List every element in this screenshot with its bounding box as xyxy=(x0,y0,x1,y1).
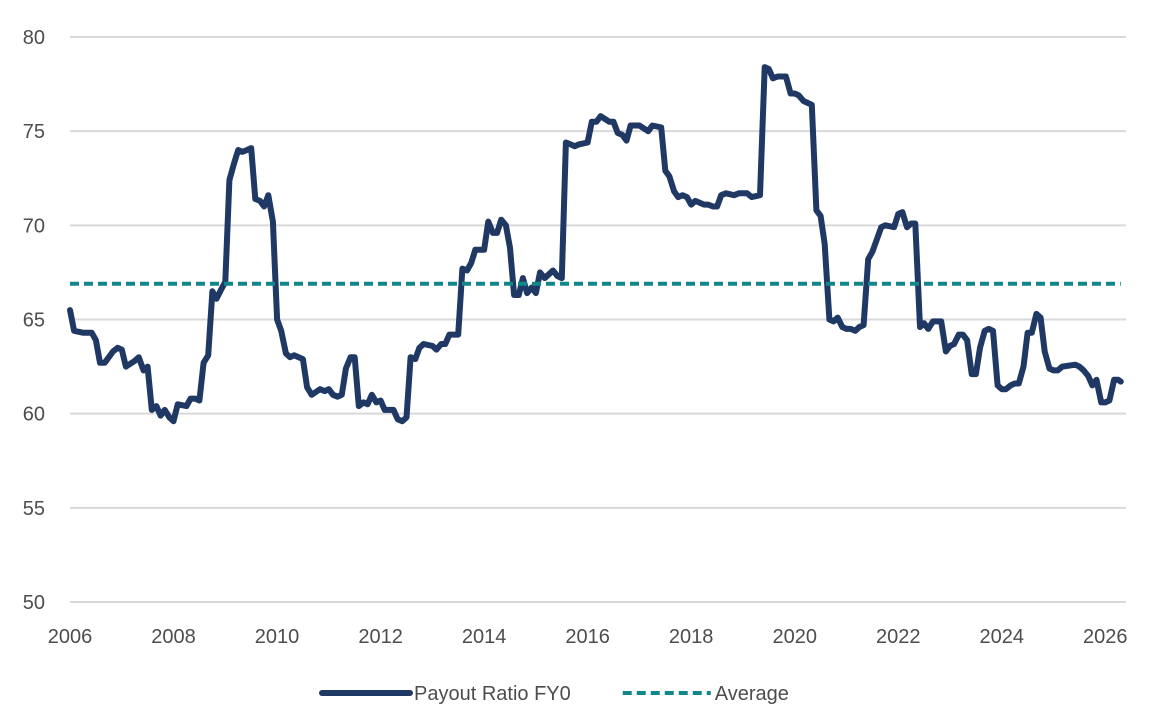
gridlines xyxy=(70,36,1126,603)
x-tick-label: 2016 xyxy=(565,626,610,648)
x-tick-label: 2024 xyxy=(980,626,1025,648)
x-tick-label: 2014 xyxy=(462,626,507,648)
x-tick-label: 2018 xyxy=(669,626,714,648)
x-tick-label: 2020 xyxy=(772,626,817,648)
x-axis: 2006 2008 2010 2012 2014 2016 2018 2020 2022 2024… xyxy=(48,626,1128,648)
y-tick-label: 65 xyxy=(23,310,45,332)
x-tick-label: 2012 xyxy=(358,626,403,648)
legend-item: Payout Ratio FY0 xyxy=(319,683,571,705)
x-tick-label: 2026 xyxy=(1083,626,1128,648)
legend: Payout Ratio FY0 Average xyxy=(319,683,789,705)
x-tick-label: 2006 xyxy=(48,626,93,648)
y-tick-label: 70 xyxy=(23,215,45,237)
series-lines xyxy=(67,64,1124,425)
y-tick-label: 55 xyxy=(23,498,45,520)
x-tick-label: 2008 xyxy=(151,626,196,648)
legend-label: Payout Ratio FY0 xyxy=(414,683,571,705)
y-axis: 50 55 60 65 70 75 80 xyxy=(23,27,45,614)
x-tick-label: 2010 xyxy=(255,626,300,648)
legend-label: Average xyxy=(715,683,789,705)
legend-item: Average xyxy=(622,683,789,705)
y-tick-label: 50 xyxy=(23,592,45,614)
x-tick-label: 2022 xyxy=(876,626,921,648)
series-line-payout-ratio-fy0 xyxy=(67,64,1124,425)
y-tick-label: 60 xyxy=(23,404,45,426)
y-tick-label: 80 xyxy=(23,27,45,49)
y-tick-label: 75 xyxy=(23,121,45,143)
